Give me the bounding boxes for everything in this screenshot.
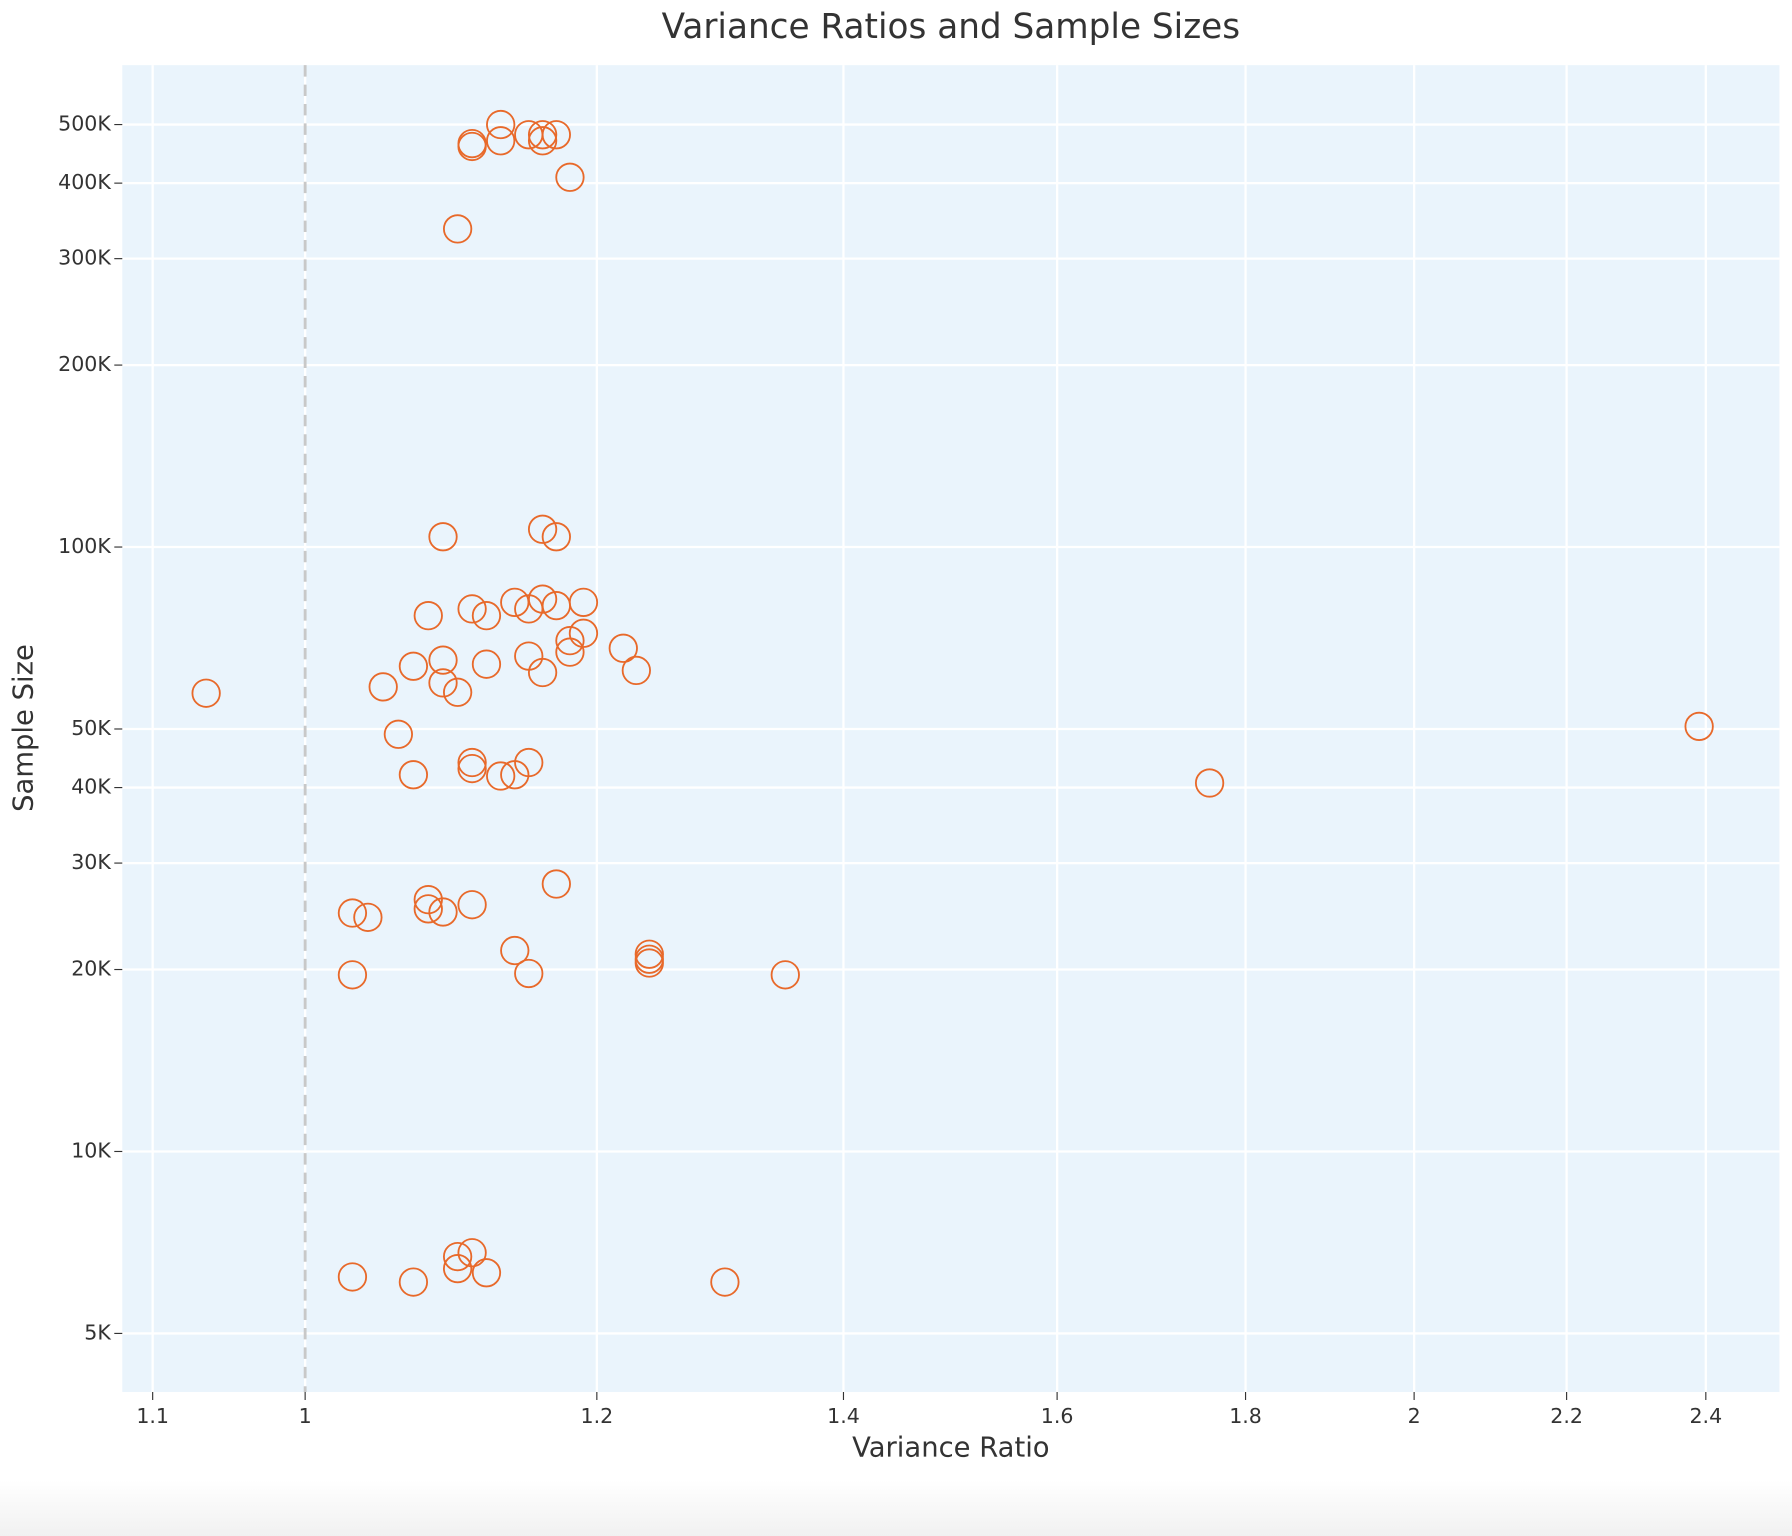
point bbox=[428, 645, 458, 675]
point bbox=[555, 162, 585, 192]
point bbox=[442, 1253, 473, 1284]
point bbox=[527, 657, 558, 688]
point bbox=[337, 898, 368, 928]
y-axis-label: Sample Size bbox=[9, 644, 40, 812]
point bbox=[428, 668, 458, 698]
point bbox=[634, 948, 664, 978]
x-axis-label: Variance Ratio bbox=[852, 1433, 1049, 1464]
point bbox=[486, 126, 516, 156]
y-tick-label: 500K bbox=[58, 112, 111, 136]
y-tick-label: 300K bbox=[58, 246, 111, 270]
point bbox=[413, 601, 443, 631]
point bbox=[555, 626, 585, 656]
x-tick-label: 1.2 bbox=[580, 1404, 613, 1428]
point bbox=[398, 760, 429, 790]
point bbox=[471, 601, 502, 631]
point bbox=[500, 587, 530, 617]
y-tick-label: 100K bbox=[58, 534, 111, 558]
point bbox=[514, 958, 544, 989]
point bbox=[457, 594, 487, 624]
point bbox=[398, 651, 429, 681]
point bbox=[337, 960, 368, 990]
x-tick-label: 1.4 bbox=[827, 1404, 860, 1428]
point bbox=[457, 753, 487, 784]
point bbox=[413, 894, 443, 924]
point bbox=[353, 902, 383, 932]
point bbox=[621, 655, 651, 686]
point bbox=[457, 131, 487, 162]
y-tick-label: 50K bbox=[71, 716, 111, 740]
point bbox=[368, 672, 398, 702]
point bbox=[500, 935, 530, 966]
point bbox=[500, 760, 530, 790]
y-tick-label: 200K bbox=[58, 352, 111, 376]
point bbox=[428, 522, 458, 552]
point bbox=[555, 637, 585, 667]
point bbox=[541, 522, 571, 552]
point bbox=[527, 126, 558, 156]
point bbox=[541, 120, 571, 150]
point bbox=[514, 594, 544, 624]
y-tick-label: 40K bbox=[71, 775, 111, 799]
point bbox=[457, 1238, 487, 1268]
point bbox=[527, 514, 558, 544]
x-tick-label: 2 bbox=[1408, 1404, 1421, 1428]
point bbox=[383, 719, 413, 749]
point bbox=[541, 869, 571, 899]
y-tick-label: 5K bbox=[84, 1320, 111, 1344]
point bbox=[398, 1267, 429, 1297]
point bbox=[457, 890, 487, 920]
point bbox=[486, 109, 516, 140]
x-tick-label: 1 bbox=[299, 1404, 312, 1428]
point bbox=[608, 633, 638, 663]
x-tick-label: 1.1 bbox=[136, 1404, 169, 1428]
point bbox=[337, 1262, 368, 1292]
point bbox=[486, 761, 516, 791]
point bbox=[1684, 711, 1714, 742]
point bbox=[442, 677, 473, 707]
point bbox=[471, 649, 502, 679]
point bbox=[442, 1241, 473, 1272]
y-tick-label: 20K bbox=[71, 957, 111, 981]
y-tick-label: 400K bbox=[58, 170, 111, 194]
point bbox=[471, 1258, 502, 1288]
x-tick-label: 1.8 bbox=[1229, 1404, 1262, 1428]
y-tick-label: 10K bbox=[71, 1138, 111, 1162]
point bbox=[1194, 768, 1225, 798]
x-tick-label: 1.6 bbox=[1041, 1404, 1074, 1428]
point bbox=[442, 214, 473, 244]
point bbox=[191, 678, 221, 708]
x-tick-label: 2.2 bbox=[1550, 1404, 1583, 1428]
point bbox=[527, 120, 558, 150]
y-tick-label: 30K bbox=[71, 850, 111, 874]
point bbox=[710, 1267, 740, 1297]
footer-band bbox=[0, 1480, 1792, 1536]
point bbox=[428, 897, 458, 927]
chart-title: Variance Ratios and Sample Sizes bbox=[662, 7, 1241, 47]
x-tick-label: 2.4 bbox=[1689, 1404, 1722, 1428]
point bbox=[770, 960, 800, 990]
point bbox=[457, 747, 487, 778]
point bbox=[413, 885, 443, 915]
